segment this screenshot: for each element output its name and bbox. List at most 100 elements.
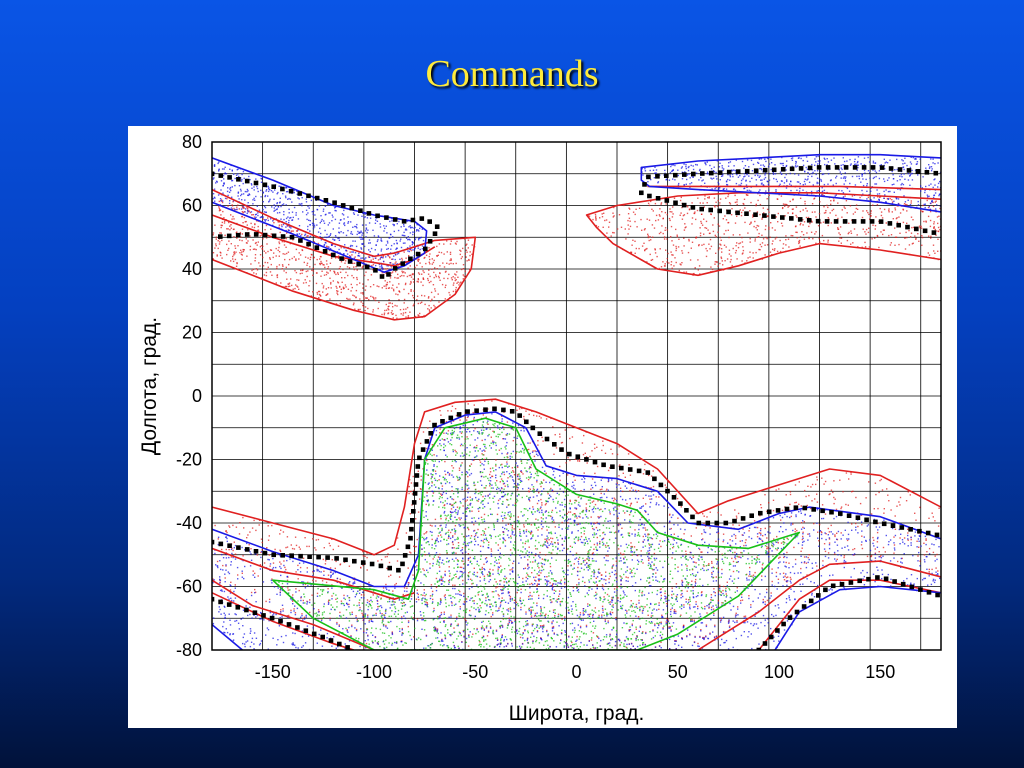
scatter-point: [745, 194, 748, 196]
scatter-point: [664, 578, 666, 580]
scatter-point: [360, 231, 362, 234]
scatter-point: [319, 255, 322, 258]
scatter-point: [301, 269, 304, 272]
scatter-point: [455, 414, 458, 417]
scatter-point: [720, 591, 722, 594]
scatter-point: [596, 465, 599, 468]
scatter-point: [887, 198, 890, 200]
scatter-point: [765, 225, 767, 227]
scatter-point: [684, 171, 686, 173]
scatter-point: [517, 473, 519, 476]
scatter-point: [241, 193, 243, 195]
scatter-point: [516, 409, 518, 411]
scatter-point: [850, 230, 852, 232]
scatter-point: [696, 164, 698, 166]
scatter-point: [416, 224, 418, 226]
scatter-point: [273, 204, 275, 206]
scatter-point: [288, 212, 290, 214]
scatter-point: [794, 531, 796, 533]
scatter-point: [433, 259, 435, 262]
scatter-point: [766, 599, 769, 602]
scatter-point: [777, 198, 779, 200]
scatter-point: [855, 207, 857, 210]
scatter-point: [438, 301, 440, 303]
scatter-point: [683, 229, 686, 231]
scatter-point: [241, 239, 243, 242]
scatter-point: [335, 598, 337, 600]
scatter-point: [323, 570, 325, 572]
scatter-point: [385, 283, 388, 286]
scatter-point: [853, 163, 856, 166]
scatter-point: [286, 536, 289, 538]
scatter-point: [545, 502, 547, 505]
scatter-point: [802, 234, 805, 236]
scatter-point: [772, 499, 775, 501]
scatter-point: [698, 244, 700, 247]
scatter-point: [560, 442, 563, 444]
scatter-point: [926, 194, 929, 196]
scatter-point: [830, 524, 832, 527]
scatter-point: [730, 258, 732, 261]
scatter-point: [346, 253, 349, 255]
scatter-point: [786, 160, 788, 162]
scatter-point: [827, 527, 829, 530]
scatter-point: [725, 587, 727, 589]
scatter-point: [883, 190, 885, 193]
scatter-point: [688, 209, 691, 211]
scatter-point: [766, 244, 769, 246]
scatter-point: [820, 222, 822, 224]
scatter-point: [760, 245, 763, 248]
scatter-point: [393, 243, 395, 245]
scatter-point: [481, 568, 483, 570]
scatter-point: [415, 237, 417, 239]
scatter-point: [509, 595, 512, 598]
scatter-point: [296, 279, 298, 281]
scatter-point: [712, 608, 715, 610]
scatter-point: [506, 421, 509, 423]
scatter-point: [874, 162, 877, 164]
scatter-point: [505, 517, 507, 520]
scatter-point: [723, 233, 725, 235]
scatter-point: [639, 606, 641, 608]
scatter-point: [676, 235, 678, 238]
scatter-point: [844, 195, 846, 197]
scatter-point: [741, 593, 743, 596]
scatter-point: [644, 463, 646, 466]
scatter-point: [464, 489, 466, 492]
scatter-point: [664, 227, 667, 229]
scatter-point: [508, 617, 511, 619]
scatter-point: [841, 216, 843, 218]
scatter-point: [232, 200, 235, 202]
scatter-point: [254, 254, 257, 256]
scatter-point: [731, 173, 734, 176]
scatter-point: [745, 539, 747, 541]
scatter-point: [350, 232, 352, 235]
scatter-point: [667, 252, 669, 255]
scatter-point: [741, 160, 744, 163]
scatter-point: [221, 221, 223, 224]
scatter-point: [925, 539, 927, 541]
scatter-point: [489, 467, 492, 470]
scatter-point: [269, 249, 272, 251]
scatter-point: [673, 609, 676, 611]
scatter-point: [393, 230, 395, 233]
scatter-point: [288, 197, 290, 200]
scatter-point: [332, 216, 334, 218]
scatter-point: [417, 272, 420, 274]
scatter-point: [695, 527, 697, 529]
scatter-point: [667, 619, 670, 621]
scatter-point: [826, 204, 828, 207]
scatter-point: [431, 444, 434, 446]
scatter-point: [760, 507, 763, 509]
scatter-point: [269, 258, 271, 260]
scatter-point: [712, 230, 715, 233]
scatter-point: [762, 598, 764, 601]
scatter-point: [335, 560, 337, 563]
scatter-point: [441, 283, 444, 286]
scatter-point: [637, 616, 640, 618]
scatter-point: [409, 232, 412, 234]
scatter-point: [531, 632, 533, 634]
scatter-point: [428, 261, 430, 263]
scatter-point: [262, 208, 264, 211]
scatter-point: [264, 219, 266, 221]
